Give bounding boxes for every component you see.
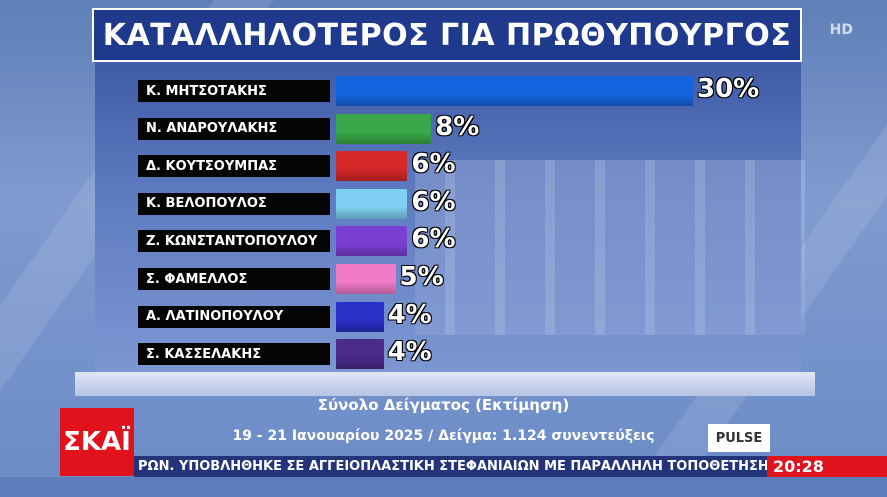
- sample-info: 19 - 21 Ιανουαρίου 2025 / Δείγμα: 1.124 …: [232, 428, 655, 444]
- value-label: 4%: [387, 337, 432, 368]
- chart-title-bar: ΚΑΤΑΛΛΗΛΟΤΕΡΟΣ ΓΙΑ ΠΡΩΘΥΠΟΥΡΓΟΣ: [92, 8, 802, 62]
- value-label: 6%: [411, 186, 456, 217]
- value-label: 6%: [411, 149, 456, 180]
- hd-badge: HD: [829, 22, 853, 38]
- channel-logo: ΣΚΑΪ: [60, 408, 134, 476]
- bar: [336, 226, 408, 257]
- category-label: Κ. ΒΕΛΟΠΟΥΛΟΣ: [138, 192, 330, 215]
- category-label: Σ. ΦΑΜΕΛΛΟΣ: [138, 268, 330, 290]
- bar: [336, 339, 384, 370]
- category-label: Ζ. ΚΩΝΣΤΑΝΤΟΠΟΥΛΟΥ: [138, 230, 330, 253]
- category-label: Α. ΛΑΤΙΝΟΠΟΥΛΟΥ: [138, 305, 330, 328]
- bar: [336, 151, 408, 182]
- value-label: 6%: [411, 224, 456, 255]
- news-ticker: ΡΩΝ. ΥΠΟΒΛΗΘΗΚΕ ΣΕ ΑΓΓΕΙΟΠΛΑΣΤΙΚΗ ΣΤΕΦΑΝ…: [134, 456, 767, 477]
- category-label: Κ. ΜΗΤΣΟΤΑΚΗΣ: [138, 80, 330, 102]
- category-label: Ν. ΑΝΔΡΟΥΛΑΚΗΣ: [138, 117, 330, 140]
- chart-floor: [75, 372, 815, 396]
- bar: [336, 264, 396, 294]
- pollster-logo: PULSE: [708, 424, 770, 452]
- bar: [336, 76, 693, 106]
- bar: [336, 301, 384, 332]
- clock: 20:28: [767, 456, 887, 477]
- value-label: 4%: [387, 299, 432, 330]
- chart-title: ΚΑΤΑΛΛΗΛΟΤΕΡΟΣ ΓΙΑ ΠΡΩΘΥΠΟΥΡΓΟΣ: [102, 17, 792, 53]
- bottom-strip: [0, 477, 887, 497]
- sample-subtitle: Σύνολο Δείγματος (Εκτίμηση): [317, 396, 570, 414]
- parliament-backdrop: [415, 160, 805, 335]
- value-label: 30%: [697, 74, 760, 104]
- value-label: 5%: [399, 262, 444, 292]
- category-label: Δ. ΚΟΥΤΣΟΥΜΠΑΣ: [138, 155, 330, 178]
- value-label: 8%: [435, 111, 480, 142]
- bar: [336, 188, 408, 219]
- category-label: Σ. ΚΑΣΣΕΛΑΚΗΣ: [138, 343, 330, 366]
- bar: [336, 113, 432, 144]
